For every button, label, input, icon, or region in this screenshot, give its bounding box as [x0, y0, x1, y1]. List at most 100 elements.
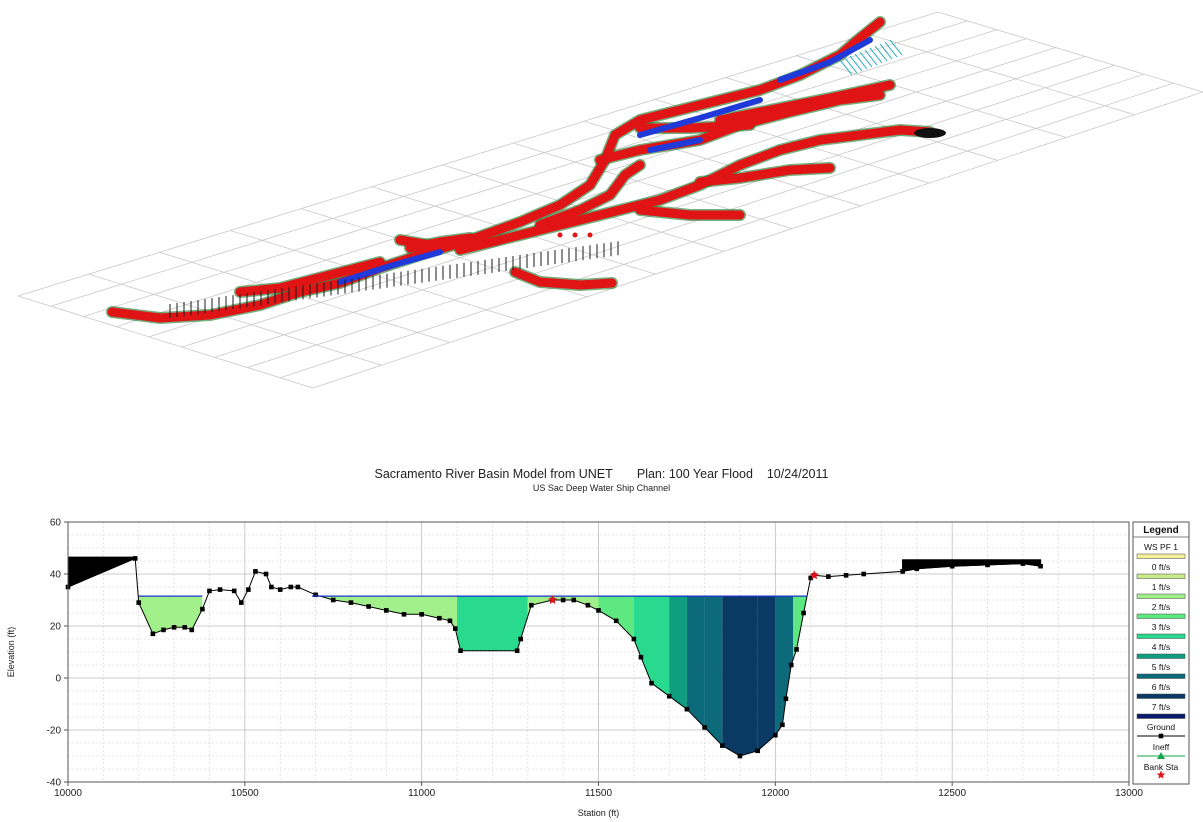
chart-titles: Sacramento River Basin Model from UNET P… [0, 466, 1203, 494]
x-tick-label: 10500 [231, 788, 259, 799]
ground-point [269, 584, 274, 590]
ground-point [613, 618, 619, 624]
cross-section-tick [839, 59, 853, 76]
x-tick-label: 11500 [585, 788, 613, 799]
legend-label: 7 ft/s [1152, 702, 1170, 712]
ground-point [384, 608, 389, 613]
legend-label: 0 ft/s [1152, 562, 1170, 572]
ground-point [794, 647, 799, 652]
ground-point [638, 654, 644, 660]
ground-point [150, 631, 156, 637]
legend-label: 3 ft/s [1152, 622, 1170, 632]
node-marker [557, 232, 563, 238]
legend-swatch [1136, 573, 1186, 579]
perspective-grid-line [796, 55, 1067, 138]
x-tick-label: 12000 [761, 788, 789, 799]
cross-section-tick [864, 49, 878, 66]
river-reach [635, 205, 745, 220]
ground-point [788, 662, 794, 668]
ground-point [277, 587, 283, 592]
velocity-band [651, 596, 670, 697]
ground-point [348, 600, 354, 605]
ground-point [949, 563, 955, 569]
ground-point [182, 625, 188, 630]
x-tick-label: 13000 [1115, 788, 1143, 799]
ground-point [207, 588, 212, 594]
legend-label: 6 ft/s [1152, 682, 1170, 692]
legend-label: 2 ft/s [1152, 602, 1170, 612]
ground-point [755, 748, 760, 754]
cross-section-tick [889, 39, 903, 56]
node-marker [757, 173, 763, 179]
ground-point [253, 569, 258, 574]
river-water [337, 249, 443, 285]
ground-point [313, 592, 318, 598]
velocity-band [598, 596, 634, 639]
x-tick-label: 12500 [938, 788, 966, 799]
ground-point [1038, 563, 1043, 569]
ground-point [330, 597, 336, 603]
perspective-grid-line [17, 11, 939, 297]
ground-point [161, 627, 166, 633]
cross-section-tick [844, 57, 858, 74]
ground-point [419, 612, 424, 617]
ground-point [263, 571, 269, 577]
ground-point [826, 574, 831, 579]
legend-marker [1158, 733, 1164, 739]
x-axis-label: Station (ft) [578, 808, 620, 818]
ground-point [132, 556, 138, 561]
river-reach [535, 160, 645, 230]
y-tick-label: 0 [55, 674, 61, 685]
ground-point [585, 602, 591, 608]
river-reach [395, 235, 435, 250]
ground-point [200, 606, 205, 612]
legend-box [1132, 521, 1190, 785]
node-marker [797, 169, 803, 175]
velocity-band [457, 596, 528, 651]
legend-swatch [1136, 613, 1186, 619]
perspective-3d-view [17, 11, 1203, 389]
legend-marker [1156, 770, 1166, 779]
cross-section-tick [884, 41, 898, 58]
y-axis-label: Elevation (ft) [6, 627, 16, 678]
perspective-grid-line [937, 11, 1203, 93]
legend-label: WS PF 1 [1144, 542, 1178, 552]
ground-point [246, 587, 251, 592]
ground-profile [65, 556, 1043, 759]
bank-station-marker [809, 570, 819, 580]
bank-stations [547, 570, 819, 604]
ground-point [136, 600, 142, 605]
perspective-grid [17, 11, 1203, 389]
legend-label: Ineff [1153, 742, 1170, 752]
cross-section-tick [859, 51, 873, 68]
river-water [637, 97, 763, 138]
ground-point [808, 575, 813, 581]
bank-station-marker [547, 595, 558, 604]
velocity-band [686, 596, 705, 728]
legend-label: 4 ft/s [1152, 642, 1170, 652]
river-reach [715, 80, 895, 125]
ground-point [780, 722, 785, 728]
legend-swatch [1136, 673, 1186, 679]
river-reach [510, 267, 617, 290]
axes: 10000 10500 11000 11500 12000 12500 13000 60 40 2… [6, 518, 1143, 819]
ground-point [801, 610, 806, 616]
ground-point [861, 571, 867, 577]
storage-area [914, 128, 946, 138]
ground-point [666, 693, 672, 699]
ground-point [596, 608, 601, 613]
cross-section-tick [854, 53, 868, 70]
perspective-grid-line [584, 120, 861, 207]
ground-point [719, 743, 725, 748]
ground-point [737, 753, 743, 759]
ground-point [189, 627, 195, 633]
legend-swatch [1136, 553, 1186, 559]
cross-section-chart: 10000 10500 11000 11500 12000 12500 13000 60 40 2… [6, 518, 1190, 819]
ground-point [171, 625, 177, 630]
ground-point [401, 612, 407, 617]
perspective-grid-line [83, 29, 998, 317]
cross-section-tick [849, 55, 863, 72]
ground-point [649, 680, 654, 686]
velocity-band [138, 596, 203, 634]
ground-point [773, 732, 778, 738]
